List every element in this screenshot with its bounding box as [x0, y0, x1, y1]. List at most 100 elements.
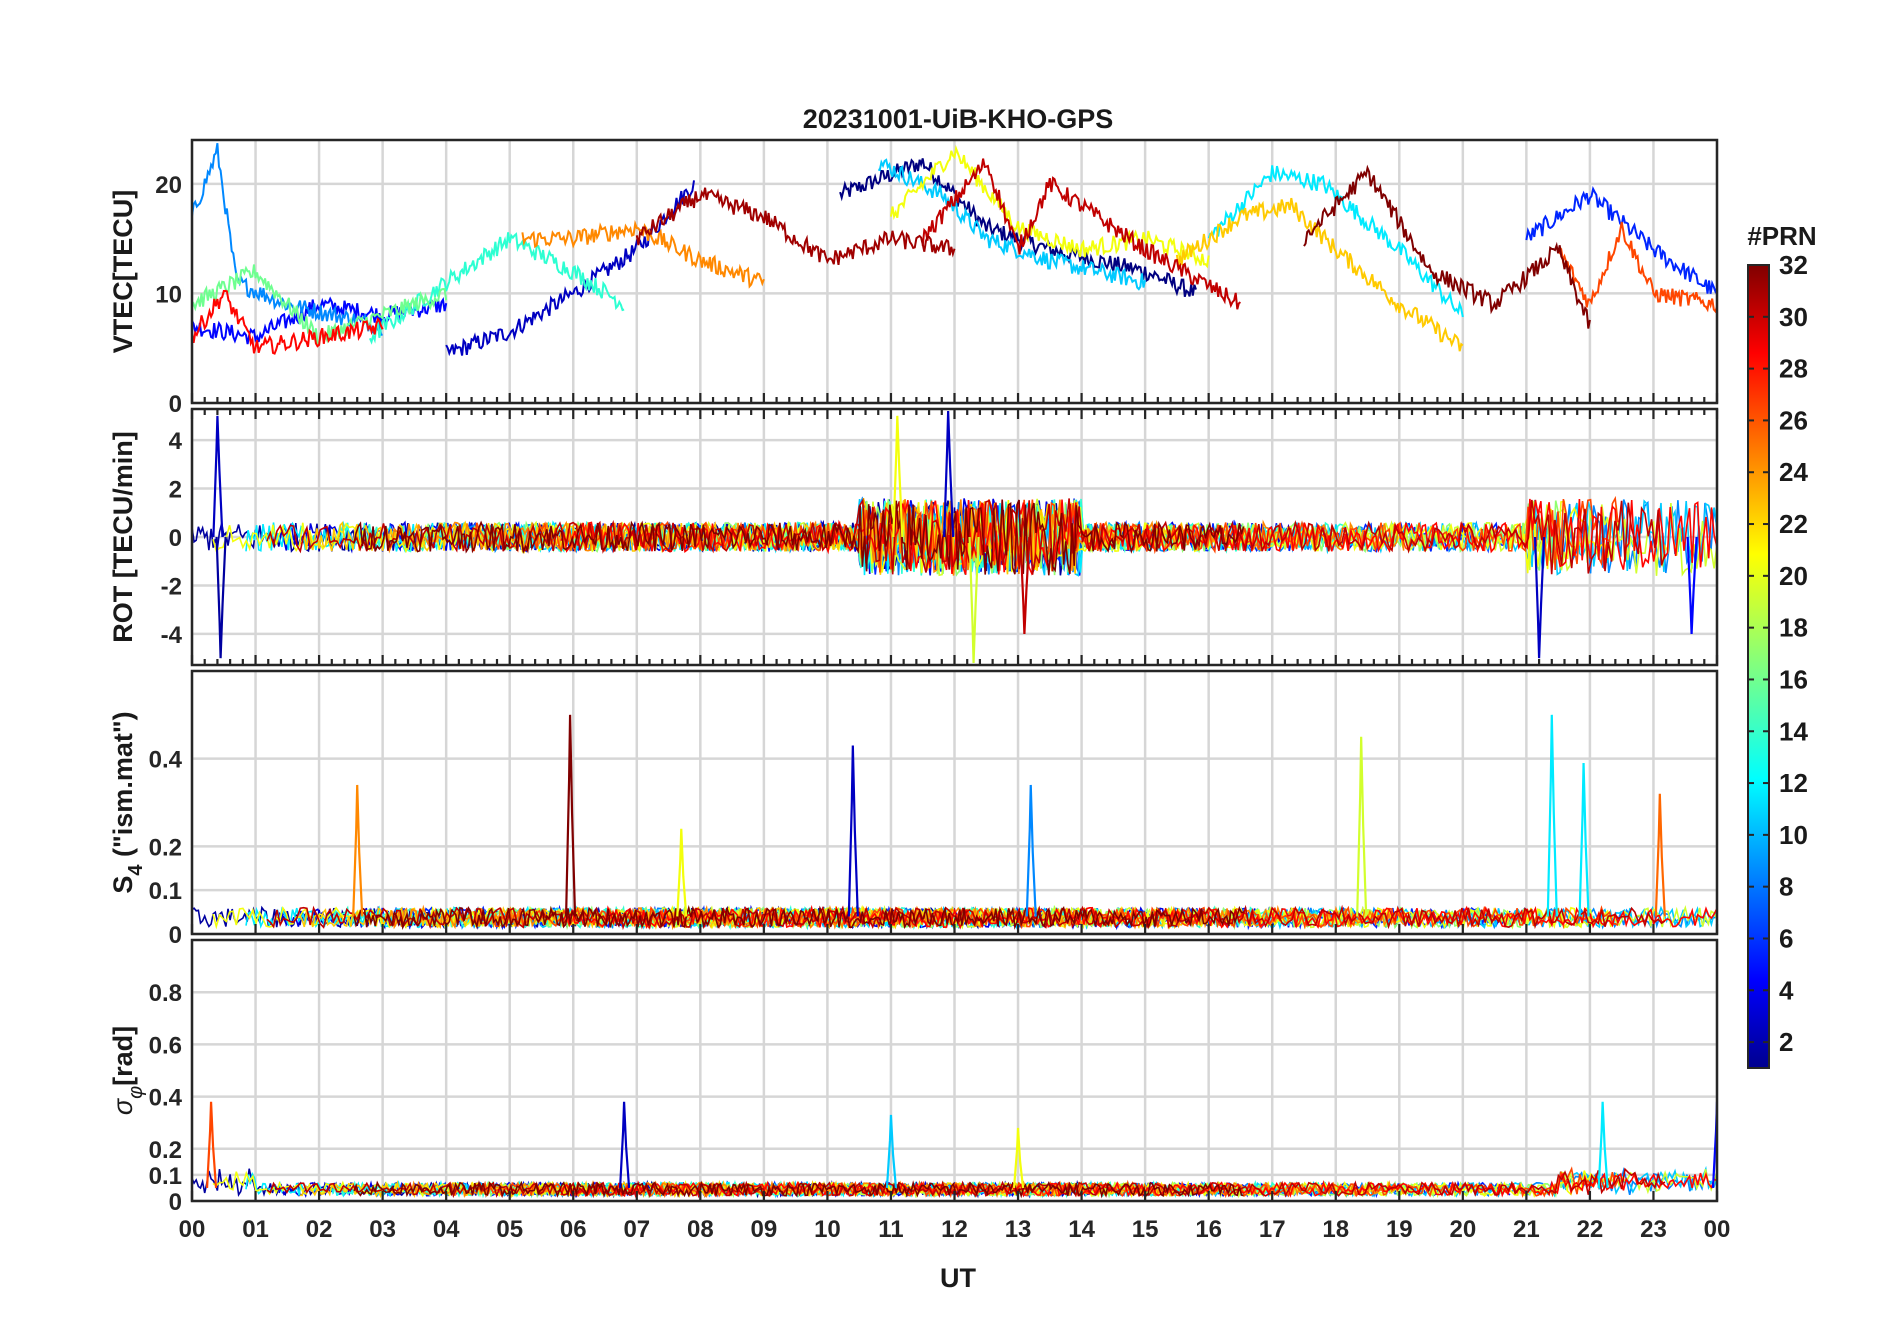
vtec-series-prn-14 [368, 232, 625, 345]
sigma_phi-series [192, 1101, 1717, 1199]
rot-spike [892, 415, 904, 538]
rot-spike [1686, 536, 1698, 634]
rot-y-tick-label: -4 [161, 622, 183, 649]
rot-y-tick-label: 0 [169, 525, 182, 552]
colorbar-tick-label: 20 [1779, 561, 1808, 591]
s4-spike [1356, 736, 1368, 917]
sigma_phi-spike [205, 1101, 218, 1189]
colorbar-tick-label: 22 [1779, 509, 1808, 539]
colorbar-tick-label: 10 [1779, 820, 1808, 850]
vtec-series-prn-3 [445, 180, 695, 357]
vtec-minor-ticks [190, 393, 1719, 403]
panel-rot: -4 -2 0 2 4 ROT [TECU/min] [108, 407, 1719, 667]
rot-spike [215, 536, 227, 659]
colorbar-tick-label: 2 [1779, 1027, 1793, 1057]
sigma_phi-spike [1597, 1101, 1609, 1189]
panel-sigma-phi: 00.10.20.40.60.8σφ[rad]00 01 02 03 04 05 06 07 0… [108, 938, 1731, 1243]
rot-spike [1533, 536, 1546, 659]
colorbar-tick-label: 16 [1779, 664, 1808, 694]
x-tick-label: 03 [369, 1216, 396, 1243]
vtec-y-tick-label: 20 [155, 172, 182, 199]
s4-y-tick-label: 0.4 [149, 747, 183, 774]
sigma-symbol: σ [108, 1097, 138, 1115]
colorbar-tick-label: 8 [1779, 872, 1793, 902]
x-axis-label: UT [940, 1263, 976, 1293]
s4-spike [1025, 784, 1037, 917]
colorbar-tick-label: 30 [1779, 302, 1808, 332]
colorbar-tick-label: 12 [1779, 768, 1808, 798]
rot-spike [212, 415, 224, 538]
sigma_phi-spike [885, 1114, 898, 1189]
s4-spike [847, 745, 859, 917]
x-tick-label: 22 [1577, 1216, 1604, 1243]
rot-y-tick-label: -2 [161, 573, 182, 600]
x-tick-label: 08 [687, 1216, 714, 1243]
vtec-series-prn-9 [192, 143, 383, 336]
rot-series-prn-32 [353, 499, 1245, 576]
s4-spike [564, 714, 577, 917]
vtec-grid [190, 140, 1719, 405]
x-tick-label: 18 [1322, 1216, 1349, 1243]
s4-y-axis-label: S4 ("ism.mat") [108, 711, 147, 893]
vtec-y-tick-label: 10 [155, 281, 182, 308]
colorbar-tick-label: 14 [1779, 716, 1808, 746]
rot-minor-ticks [190, 409, 1719, 665]
colorbar-tick-label: 28 [1779, 354, 1808, 384]
sigma_phi-y-tick-label: 0.1 [149, 1163, 182, 1190]
sigma-subscript: φ [125, 1086, 147, 1099]
x-tick-label: 10 [814, 1216, 841, 1243]
vtec-series-prn-30 [921, 158, 1242, 310]
s4-y-tick-label: 0.1 [149, 878, 182, 905]
x-tick-label: 20 [1449, 1216, 1476, 1243]
colorbar-tick-label: 4 [1779, 975, 1794, 1005]
vtec-series-prn-24 [521, 219, 765, 289]
colorbar-tick-label: 6 [1779, 923, 1793, 953]
rot-y-tick-label: 4 [169, 428, 183, 455]
x-tick-label: 02 [306, 1216, 333, 1243]
s4-label-rest: ("ism.mat") [108, 711, 138, 864]
chart-title: 20231001-UiB-KHO-GPS [803, 104, 1114, 134]
s4-grid [190, 671, 1719, 936]
x-tick-label: 04 [433, 1216, 460, 1243]
s4-spike [1546, 714, 1558, 917]
colorbar-label: #PRN [1747, 221, 1816, 251]
colorbar-tick-label: 24 [1779, 457, 1808, 487]
s4-series [192, 714, 1717, 931]
s4-spike [352, 784, 364, 917]
sigma_phi-spike [618, 1101, 631, 1189]
panel-s4: 00.10.20.4S4 ("ism.mat") [108, 669, 1719, 949]
s4-label-base: S [108, 876, 138, 894]
rot-spike [968, 536, 980, 664]
colorbar-tick-label: 18 [1779, 613, 1808, 643]
panel-vtec: 0 10 20 VTEC[TECU] [108, 138, 1719, 418]
x-tick-label: 16 [1195, 1216, 1222, 1243]
rot-spike [1019, 536, 1031, 634]
s4-series-prn-30 [266, 904, 1666, 931]
sigma_phi-minor-ticks [190, 1191, 1719, 1201]
rot-y-tick-label: 2 [169, 477, 182, 504]
x-tick-label: 05 [496, 1216, 523, 1243]
sigma_phi-y-tick-label: 0.6 [149, 1032, 182, 1059]
s4-spike [1654, 793, 1666, 917]
s4-minor-ticks [190, 924, 1719, 934]
x-tick-label: 14 [1068, 1216, 1095, 1243]
vtec-series-prn-31 [635, 187, 956, 266]
vtec-y-tick-label: 0 [169, 391, 182, 418]
x-tick-label: 17 [1259, 1216, 1286, 1243]
vtec-y-axis-label: VTEC[TECU] [108, 190, 138, 354]
s4-spike [1578, 763, 1590, 917]
x-tick-label: 00 [179, 1216, 206, 1243]
x-tick-label: 01 [242, 1216, 269, 1243]
x-tick-label: 00 [1704, 1216, 1731, 1243]
sigma_phi-spike [1711, 1101, 1717, 1189]
vtec-series-prn-28 [192, 289, 384, 355]
s4-spike [676, 828, 688, 917]
rot-series [192, 410, 1717, 664]
sigma_phi-y-tick-label: 0.8 [149, 980, 182, 1007]
sigma-unit: [rad] [108, 1026, 138, 1086]
rot-series-prn-19 [506, 498, 1717, 577]
x-tick-label: 21 [1513, 1216, 1540, 1243]
